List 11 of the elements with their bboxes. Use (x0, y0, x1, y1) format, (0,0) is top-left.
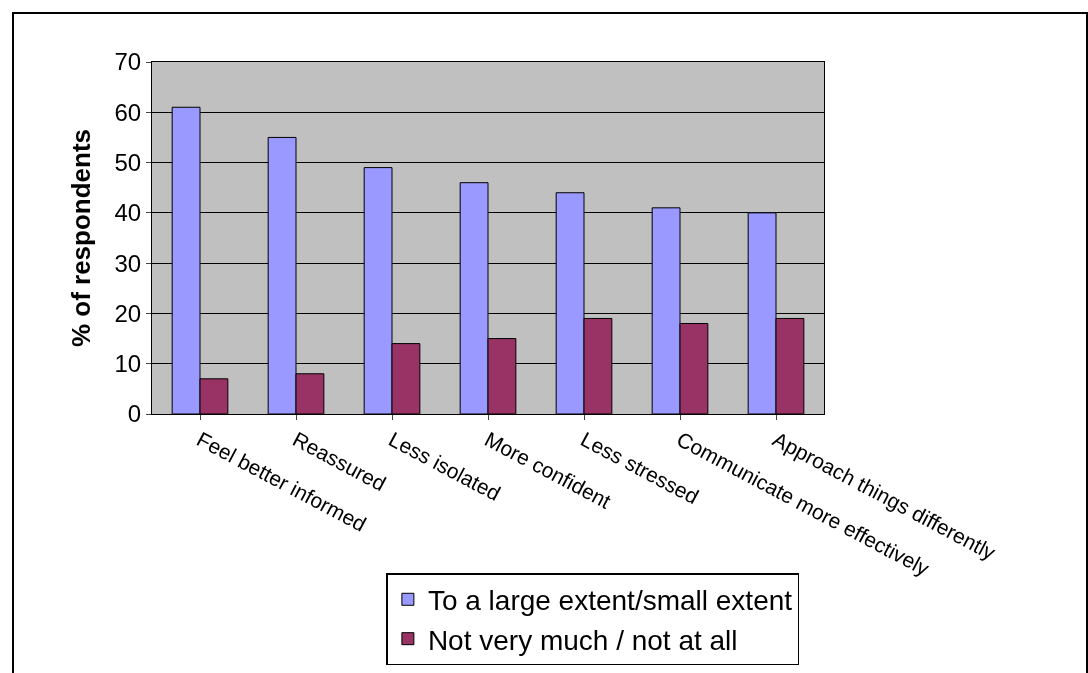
y-tick-label: 40 (114, 199, 142, 227)
y-axis-title: % of respondents (66, 128, 96, 348)
y-tick-label: 60 (114, 98, 142, 126)
legend-label: To a large extent/small extent (427, 585, 793, 617)
y-tick-label: 0 (127, 400, 142, 428)
legend-label: Not very much / not at all (427, 624, 738, 656)
y-tick-label: 30 (114, 249, 142, 277)
y-tick-label: 10 (114, 350, 142, 378)
y-tick-label: 70 (114, 48, 142, 76)
y-tick-label: 20 (114, 299, 142, 327)
y-tick-label: 50 (114, 148, 142, 176)
